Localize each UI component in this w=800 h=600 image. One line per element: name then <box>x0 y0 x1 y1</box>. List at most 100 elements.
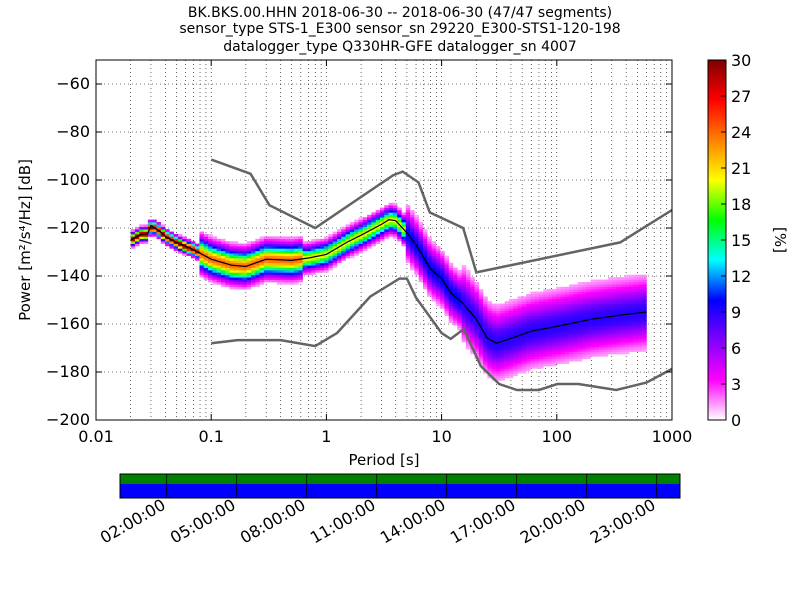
heatmap-cell <box>508 315 514 319</box>
heatmap-cell <box>384 236 389 240</box>
heatmap-cell <box>461 296 467 300</box>
heatmap-cell <box>543 358 548 362</box>
heatmap-cell <box>306 267 312 271</box>
heatmap-cell <box>375 236 381 240</box>
heatmap-cell <box>612 298 617 302</box>
heatmap-cell <box>577 332 583 336</box>
heatmap-cell <box>599 337 604 340</box>
heatmap-cell <box>504 310 510 314</box>
heatmap-cell <box>375 234 381 237</box>
heatmap-cell <box>581 322 587 326</box>
heatmap-cell <box>444 301 450 304</box>
heatmap-cell <box>418 270 424 273</box>
heatmap-cell <box>564 327 570 331</box>
heatmap-cell <box>577 334 583 338</box>
heatmap-cell <box>457 313 462 316</box>
heatmap-cell <box>629 346 634 350</box>
heatmap-cell <box>487 368 493 372</box>
heatmap-cell <box>530 320 535 324</box>
heatmap-cell <box>508 320 514 324</box>
heatmap-cell <box>272 238 278 242</box>
heatmap-cell <box>547 344 553 348</box>
heatmap-cell <box>564 286 570 290</box>
heatmap-cell <box>216 267 222 271</box>
heatmap-cell <box>465 296 471 300</box>
heatmap-cell <box>302 243 308 247</box>
heatmap-cell <box>388 229 394 232</box>
heatmap-cell <box>629 330 634 333</box>
heatmap-cell <box>216 248 222 252</box>
heatmap-cell <box>478 306 484 309</box>
heatmap-cell <box>599 301 604 304</box>
heatmap-cell <box>483 308 488 312</box>
heatmap-cell <box>440 289 445 292</box>
heatmap-cell <box>629 337 634 340</box>
heatmap-cell <box>526 320 531 324</box>
heatmap-cell <box>203 234 209 237</box>
heatmap-cell <box>556 327 561 331</box>
heatmap-cell <box>405 231 411 235</box>
heatmap-cell <box>603 332 609 336</box>
heatmap-cell <box>212 270 217 273</box>
heatmap-cell <box>186 243 192 247</box>
heatmap-cell <box>461 279 467 283</box>
heatmap-cell <box>521 370 527 374</box>
heatmap-cell <box>543 337 548 340</box>
heatmap-cell <box>341 250 346 254</box>
heatmap-cell <box>538 363 544 367</box>
heatmap-cell <box>199 272 205 276</box>
heatmap-cell <box>538 366 544 369</box>
heatmap-cell <box>358 246 364 249</box>
heatmap-cell <box>379 207 385 211</box>
heatmap-cell <box>358 222 364 225</box>
heatmap-cell <box>551 294 557 297</box>
heatmap-cell <box>581 313 587 316</box>
heatmap-cell <box>392 207 398 211</box>
heatmap-cell <box>551 313 557 316</box>
heatmap-cell <box>242 277 248 280</box>
heatmap-cell <box>410 253 415 256</box>
heatmap-cell <box>508 354 514 357</box>
heatmap-cell <box>504 320 510 324</box>
heatmap-cell <box>392 214 398 218</box>
heatmap-cell <box>263 274 269 278</box>
heatmap-cell <box>590 313 596 316</box>
heatmap-cell <box>478 313 484 316</box>
heatmap-cell <box>500 346 505 350</box>
heatmap-cell <box>349 255 355 259</box>
heatmap-cell <box>577 318 583 321</box>
heatmap-cell <box>543 363 548 367</box>
heatmap-cell <box>242 246 248 249</box>
heatmap-cell <box>233 270 239 273</box>
heatmap-cell <box>216 262 222 266</box>
heatmap-cell <box>556 308 561 312</box>
heatmap-cell <box>405 258 411 261</box>
heatmap-cell <box>483 346 488 350</box>
heatmap-cell <box>569 342 574 345</box>
heatmap-cell <box>642 320 647 324</box>
heatmap-cell <box>483 330 488 333</box>
heatmap-cell <box>212 255 217 259</box>
colorbar-tick-label: 24 <box>731 123 751 142</box>
heatmap-cell <box>397 217 402 220</box>
heatmap-cell <box>629 322 634 326</box>
heatmap-cell <box>457 286 462 290</box>
heatmap-cell <box>276 272 282 276</box>
heatmap-cell <box>388 207 394 211</box>
heatmap-cell <box>418 234 424 237</box>
heatmap-cell <box>581 334 587 338</box>
heatmap-cell <box>457 294 462 297</box>
heatmap-cell <box>487 322 493 326</box>
heatmap-cell <box>384 222 389 225</box>
heatmap-cell <box>465 330 471 333</box>
heatmap-cell <box>517 313 523 316</box>
heatmap-cell <box>388 222 394 225</box>
heatmap-cell <box>315 250 321 254</box>
heatmap-cell <box>620 327 626 331</box>
heatmap-cell <box>547 303 553 307</box>
heatmap-cell <box>581 306 587 309</box>
heatmap-cell <box>491 339 497 343</box>
heatmap-cell <box>590 325 596 328</box>
heatmap-cell <box>581 298 587 302</box>
heatmap-cell <box>560 325 566 328</box>
